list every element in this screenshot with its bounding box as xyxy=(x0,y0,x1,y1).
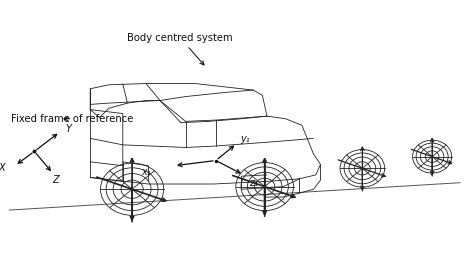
Text: Z: Z xyxy=(52,175,59,185)
Text: x₁: x₁ xyxy=(141,167,151,177)
Text: y₁: y₁ xyxy=(240,134,250,144)
Text: Body centred system: Body centred system xyxy=(128,33,233,65)
Text: X: X xyxy=(0,163,5,173)
Text: z₁: z₁ xyxy=(249,178,258,188)
Text: Y: Y xyxy=(65,124,72,134)
Text: Fixed frame of reference: Fixed frame of reference xyxy=(11,114,134,124)
